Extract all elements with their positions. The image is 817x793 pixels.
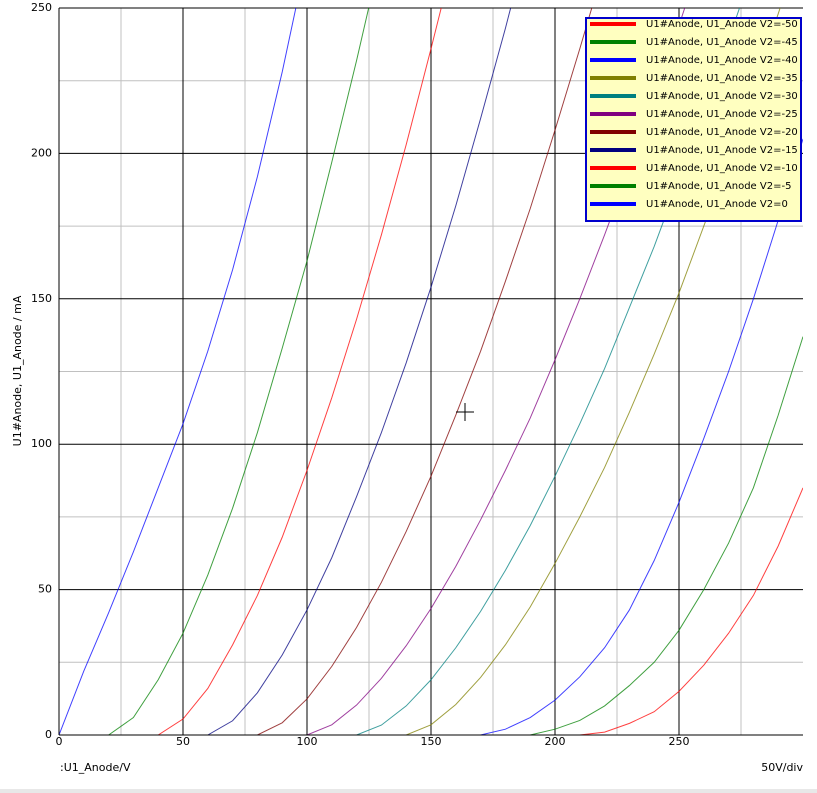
x-tick-label: 150 xyxy=(421,735,442,748)
y-tick-label: 150 xyxy=(31,292,52,305)
legend-label: U1#Anode, U1_Anode V2=0 xyxy=(646,199,788,210)
series-line xyxy=(59,8,686,735)
legend: U1#Anode, U1_Anode V2=-50 U1#Anode, U1_An… xyxy=(585,17,802,222)
x-tick-label: 100 xyxy=(297,735,318,748)
status-strip xyxy=(0,789,817,793)
series-line xyxy=(59,8,297,735)
series-line xyxy=(59,138,803,735)
legend-label: U1#Anode, U1_Anode V2=-45 xyxy=(646,37,798,48)
legend-label: U1#Anode, U1_Anode V2=-35 xyxy=(646,73,798,84)
legend-label: U1#Anode, U1_Anode V2=-5 xyxy=(646,181,791,192)
legend-label: U1#Anode, U1_Anode V2=-20 xyxy=(646,127,798,138)
y-tick-label: 0 xyxy=(45,728,52,741)
plot-lines xyxy=(59,8,803,735)
y-axis-title: U1#Anode, U1_Anode / mA xyxy=(11,295,24,446)
legend-label: U1#Anode, U1_Anode V2=-10 xyxy=(646,163,798,174)
series-line xyxy=(59,8,781,735)
series-line xyxy=(59,487,803,735)
legend-label: U1#Anode, U1_Anode V2=-30 xyxy=(646,91,798,102)
legend-label: U1#Anode, U1_Anode V2=-40 xyxy=(646,55,798,66)
x-axis-title: :U1_Anode/V xyxy=(60,761,131,774)
cursor xyxy=(456,403,474,421)
series-line xyxy=(59,8,741,735)
series-line xyxy=(59,8,593,735)
y-tick-label: 250 xyxy=(31,1,52,14)
x-tick-label: 50 xyxy=(176,735,190,748)
y-tick-label: 50 xyxy=(38,583,52,596)
y-tick-label: 200 xyxy=(31,146,52,159)
series-line xyxy=(59,8,370,735)
y-tick-label: 100 xyxy=(31,437,52,450)
series-line xyxy=(59,8,512,735)
series-line xyxy=(59,336,803,735)
legend-label: U1#Anode, U1_Anode V2=-50 xyxy=(646,19,798,30)
legend-label: U1#Anode, U1_Anode V2=-15 xyxy=(646,145,798,156)
x-tick-label: 200 xyxy=(545,735,566,748)
x-tick-label: 250 xyxy=(669,735,690,748)
x-tick-label: 0 xyxy=(56,735,63,748)
series-line xyxy=(59,8,442,735)
tick-labels: 0 50 100 150 200 250 0 50 100 150 200 250 xyxy=(31,1,690,748)
legend-label: U1#Anode, U1_Anode V2=-25 xyxy=(646,109,798,120)
scale-note: 50V/div xyxy=(761,761,803,774)
